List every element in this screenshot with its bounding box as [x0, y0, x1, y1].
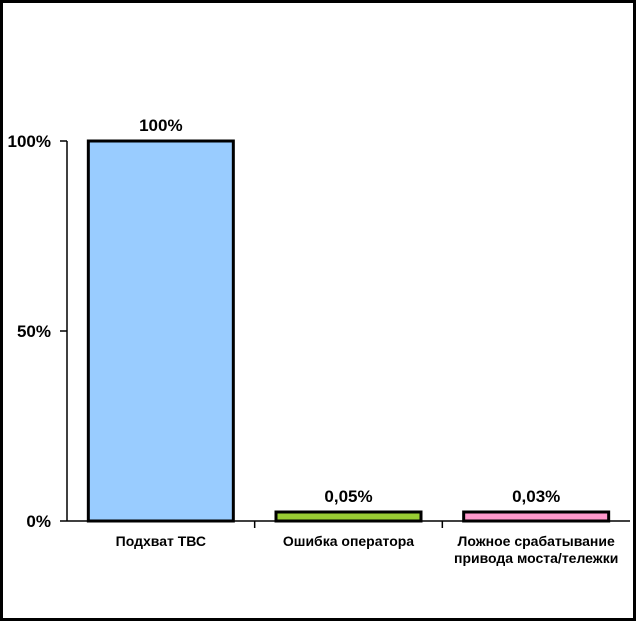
data-label: 100% [139, 116, 182, 135]
y-tick-label: 0% [26, 512, 51, 531]
x-category-label: Подхват ТВС [116, 533, 206, 549]
x-category-label: Ложное срабатывание [458, 533, 615, 549]
bar [274, 510, 423, 523]
data-label: 0,03% [512, 487, 560, 506]
chart-bars [86, 139, 611, 523]
x-category-label: привода моста/тележки [454, 550, 618, 566]
y-tick-label: 50% [17, 322, 51, 341]
x-category-label: Ошибка оператора [283, 533, 414, 549]
bar [462, 510, 611, 523]
bar [86, 139, 235, 523]
data-label: 0,05% [324, 487, 372, 506]
chart-labels: 100% Подхват ТВС 0,05% Ошибка оператора 0,03… [116, 116, 619, 566]
y-tick-label: 100% [8, 132, 51, 151]
